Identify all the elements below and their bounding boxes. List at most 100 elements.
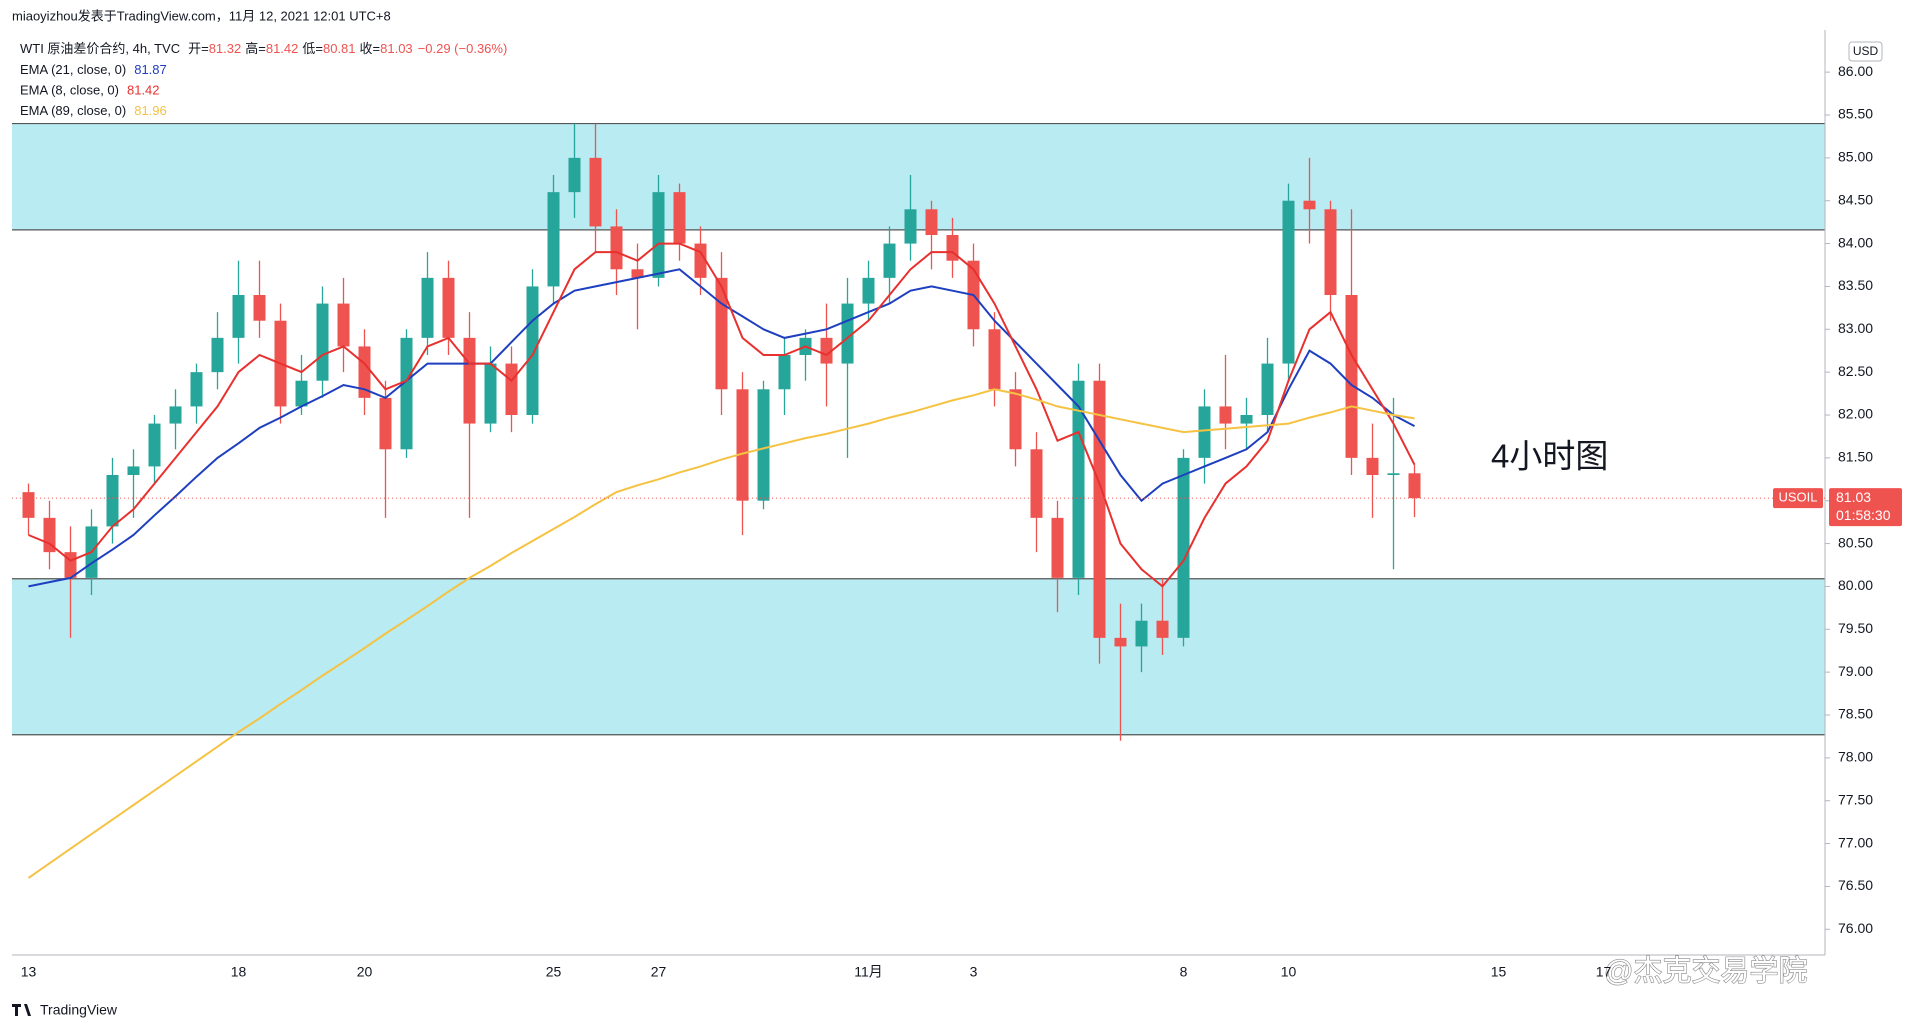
- ema-line: [28, 242, 1416, 588]
- candle-body: [1261, 363, 1274, 415]
- y-tick-label: 81.50: [1838, 449, 1873, 465]
- candle-body: [421, 277, 434, 338]
- candle-body: [589, 157, 602, 227]
- legend-ema-name: EMA (8, close, 0): [20, 83, 119, 98]
- legend-ema-value: 81.42: [127, 83, 160, 98]
- candle-body: [1198, 406, 1211, 458]
- candle-body: [1093, 380, 1106, 638]
- candle-body: [1051, 517, 1064, 578]
- candle-body: [169, 406, 182, 424]
- candle-body: [568, 157, 581, 193]
- candle-body: [1135, 620, 1148, 647]
- legend-ema: EMA (89, close, 0) 81.96: [20, 103, 167, 118]
- y-tick-label: 80.50: [1838, 534, 1873, 550]
- header: miaoyizhou发表于TradingView.com，11月 12, 202…: [12, 8, 391, 23]
- x-tick-label: 13: [21, 964, 37, 980]
- candle-body: [883, 243, 896, 278]
- legend-ema-value: 81.96: [134, 103, 167, 118]
- legend-ema: EMA (8, close, 0) 81.42: [20, 83, 160, 98]
- watermark: @杰克交易学院: [1604, 955, 1807, 988]
- ohlc-value: 80.81: [323, 41, 356, 56]
- ohlc-label: 低=: [302, 41, 323, 56]
- candle-body: [778, 355, 791, 390]
- candle-body: [1282, 200, 1295, 364]
- instrument: WTI 原油差价合约, 4h, TVC: [20, 41, 180, 56]
- x-tick-label: 17: [1596, 964, 1612, 980]
- currency-box[interactable]: [1848, 41, 1883, 62]
- legend-main: WTI 原油差价合约, 4h, TVC 开=81.32 高=81.42 低=80.81…: [20, 41, 507, 56]
- candle-body: [652, 192, 665, 278]
- candle-body: [631, 269, 644, 278]
- symbol-label: USOIL: [1778, 490, 1817, 505]
- x-tick-label: 3: [970, 964, 978, 980]
- tv-logo-icon: [12, 1004, 31, 1016]
- candle-body: [946, 235, 959, 261]
- candle-body: [337, 303, 350, 347]
- x-tick-label: 10: [1281, 964, 1297, 980]
- candle-body: [295, 380, 308, 407]
- ema-line: [27, 388, 1415, 879]
- candle-body: [106, 475, 119, 527]
- tv-logo: TradingView: [40, 1002, 118, 1018]
- candle-body: [358, 346, 371, 398]
- candle-body: [1156, 620, 1169, 638]
- candle-body: [925, 209, 938, 235]
- ohlc-label: 高=: [245, 41, 266, 56]
- x-tick-label: 18: [231, 964, 247, 980]
- candle-body: [1345, 295, 1358, 458]
- ohlc-value: 81.32: [209, 41, 242, 56]
- y-tick-label: 82.50: [1838, 363, 1873, 379]
- candle-body: [1072, 380, 1085, 578]
- candle-body: [190, 372, 203, 407]
- ema-line: [28, 268, 1415, 588]
- x-tick-label: 20: [357, 964, 373, 980]
- countdown: 01:58:30: [1836, 507, 1891, 523]
- y-tick-label: 78.00: [1838, 749, 1873, 765]
- candle-body: [610, 226, 623, 270]
- x-tick-label: 25: [546, 964, 562, 980]
- x-tick-label: 11月: [854, 964, 883, 980]
- candle-body: [463, 337, 476, 424]
- candle-body: [484, 363, 497, 424]
- candle-body: [400, 337, 413, 450]
- x-tick-label: 15: [1491, 964, 1507, 980]
- y-tick-label: 79.00: [1838, 663, 1873, 679]
- candle-body: [442, 277, 455, 338]
- candle-body: [1324, 209, 1337, 295]
- candle-body: [1240, 415, 1253, 424]
- x-tick-label: 27: [651, 964, 667, 980]
- zone: [12, 123, 1825, 230]
- y-tick-label: 76.50: [1838, 877, 1873, 893]
- candle-body: [1219, 406, 1232, 424]
- ohlc-value: 81.03: [380, 41, 413, 56]
- candle-body: [1366, 457, 1379, 475]
- legend-ema-name: EMA (21, close, 0): [20, 62, 126, 77]
- ohlc-value: 81.42: [266, 41, 299, 56]
- candle-body: [379, 397, 392, 450]
- candle-body: [988, 329, 1001, 390]
- symbol-box: [1773, 488, 1823, 509]
- zone: [12, 578, 1825, 735]
- annotation: 4小时图: [1491, 438, 1608, 475]
- legend-ema: EMA (21, close, 0) 81.87: [20, 62, 167, 77]
- candle-body: [1303, 200, 1316, 210]
- legend-ema-name: EMA (89, close, 0): [20, 103, 126, 118]
- candle-body: [673, 192, 686, 244]
- y-tick-label: 83.50: [1838, 277, 1873, 293]
- y-tick-label: 77.50: [1838, 791, 1873, 807]
- candle-body: [316, 303, 329, 381]
- y-tick-label: 82.00: [1838, 406, 1873, 422]
- candle-body: [253, 295, 266, 321]
- candle-body: [1408, 473, 1421, 499]
- y-tick-label: 85.00: [1838, 149, 1873, 165]
- candle-body: [211, 337, 224, 373]
- y-tick-label: 77.00: [1838, 834, 1873, 850]
- y-tick-label: 76.00: [1838, 920, 1873, 936]
- candle-body: [1387, 473, 1400, 475]
- candle-body: [1030, 449, 1043, 518]
- y-tick-label: 80.00: [1838, 577, 1873, 593]
- y-tick-label: 83.00: [1838, 320, 1873, 336]
- candle-body: [22, 492, 35, 518]
- candle-body: [1114, 637, 1127, 647]
